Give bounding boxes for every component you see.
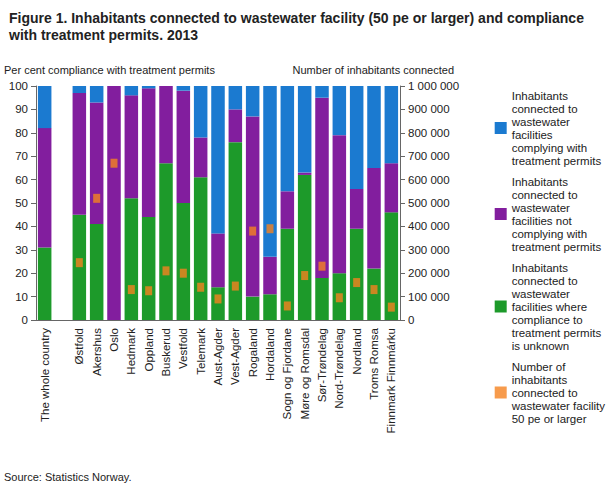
svg-text:Oslo: Oslo [108, 328, 120, 352]
svg-text:500 000: 500 000 [408, 197, 450, 209]
svg-text:300 000: 300 000 [408, 244, 450, 256]
svg-text:Nordland: Nordland [351, 328, 363, 375]
svg-text:900 000: 900 000 [408, 103, 450, 115]
svg-text:inhabitants: inhabitants [512, 374, 568, 386]
svg-text:Rogaland: Rogaland [247, 328, 259, 377]
svg-text:Vest-Agder: Vest-Agder [229, 328, 241, 385]
svg-text:Buskerud: Buskerud [160, 328, 172, 377]
svg-text:Inhabitants: Inhabitants [512, 90, 569, 102]
svg-text:Aust-Agder: Aust-Agder [212, 328, 224, 386]
svg-text:connected to: connected to [512, 275, 578, 287]
svg-text:complying with: complying with [512, 142, 587, 154]
svg-text:connected to: connected to [512, 189, 578, 201]
svg-text:50 pe or larger: 50 pe or larger [512, 413, 587, 425]
svg-text:Sør-Trøndelag: Sør-Trøndelag [316, 328, 328, 402]
svg-text:facilities not: facilities not [512, 215, 573, 227]
svg-text:Number of inhabitants connecte: Number of inhabitants connected [293, 64, 454, 76]
svg-text:Oppland: Oppland [143, 328, 155, 371]
svg-text:20: 20 [15, 267, 28, 279]
svg-text:Inhabitants: Inhabitants [512, 176, 569, 188]
svg-text:complying with: complying with [512, 228, 587, 240]
svg-text:facilities where: facilities where [512, 301, 587, 313]
svg-text:0: 0 [408, 314, 414, 326]
svg-text:Inhabitants: Inhabitants [512, 262, 569, 274]
svg-text:Nord-Trøndelag: Nord-Trøndelag [333, 328, 345, 409]
svg-text:Per cent compliance with treat: Per cent compliance with treatment permi… [4, 64, 215, 76]
svg-text:treatment permits: treatment permits [512, 327, 602, 339]
svg-text:The whole country: The whole country [39, 328, 51, 422]
svg-text:is unknown: is unknown [512, 340, 570, 352]
svg-text:800 000: 800 000 [408, 127, 450, 139]
svg-text:treatment permits: treatment permits [512, 155, 602, 167]
svg-text:70: 70 [15, 150, 28, 162]
svg-text:wastewater: wastewater [511, 116, 570, 128]
svg-text:treatment permits: treatment permits [512, 241, 602, 253]
svg-text:600 000: 600 000 [408, 174, 450, 186]
svg-text:Source: Statistics Norway.: Source: Statistics Norway. [4, 471, 132, 483]
svg-text:Møre og Romsdal: Møre og Romsdal [299, 328, 311, 419]
svg-text:Østfold: Østfold [73, 328, 85, 364]
svg-text:80: 80 [15, 127, 28, 139]
svg-text:30: 30 [15, 244, 28, 256]
svg-text:Figure 1. Inhabitants connecte: Figure 1. Inhabitants connected to waste… [9, 10, 588, 26]
svg-text:wastewater facility: wastewater facility [511, 400, 606, 412]
svg-text:Finnmark Finnmárku: Finnmark Finnmárku [385, 328, 397, 433]
svg-text:100: 100 [9, 80, 28, 92]
svg-text:Vestfold: Vestfold [177, 328, 189, 369]
svg-text:Hordaland: Hordaland [264, 328, 276, 381]
svg-text:Akershus: Akershus [91, 328, 103, 376]
svg-text:facilities: facilities [512, 129, 553, 141]
svg-text:10: 10 [15, 291, 28, 303]
svg-text:1 000 000: 1 000 000 [408, 80, 459, 92]
svg-text:connected to: connected to [512, 103, 578, 115]
svg-text:700 000: 700 000 [408, 150, 450, 162]
svg-text:Sogn og Fjordane: Sogn og Fjordane [281, 328, 293, 419]
svg-text:60: 60 [15, 174, 28, 186]
svg-text:compliance to: compliance to [512, 314, 583, 326]
svg-text:wastewater: wastewater [511, 288, 570, 300]
svg-text:Number of: Number of [512, 361, 566, 373]
svg-text:with treatment permits. 2013: with treatment permits. 2013 [8, 27, 198, 43]
svg-text:connected to: connected to [512, 387, 578, 399]
svg-text:Telemark: Telemark [195, 328, 207, 375]
svg-text:100 000: 100 000 [408, 291, 450, 303]
svg-text:90: 90 [15, 103, 28, 115]
svg-text:Hedmark: Hedmark [125, 328, 137, 375]
svg-text:0: 0 [22, 314, 28, 326]
svg-text:Troms Romsa: Troms Romsa [368, 327, 380, 399]
svg-text:400 000: 400 000 [408, 220, 450, 232]
svg-text:50: 50 [15, 197, 28, 209]
svg-text:wastewater: wastewater [511, 202, 570, 214]
svg-text:200 000: 200 000 [408, 267, 450, 279]
svg-text:40: 40 [15, 220, 28, 232]
